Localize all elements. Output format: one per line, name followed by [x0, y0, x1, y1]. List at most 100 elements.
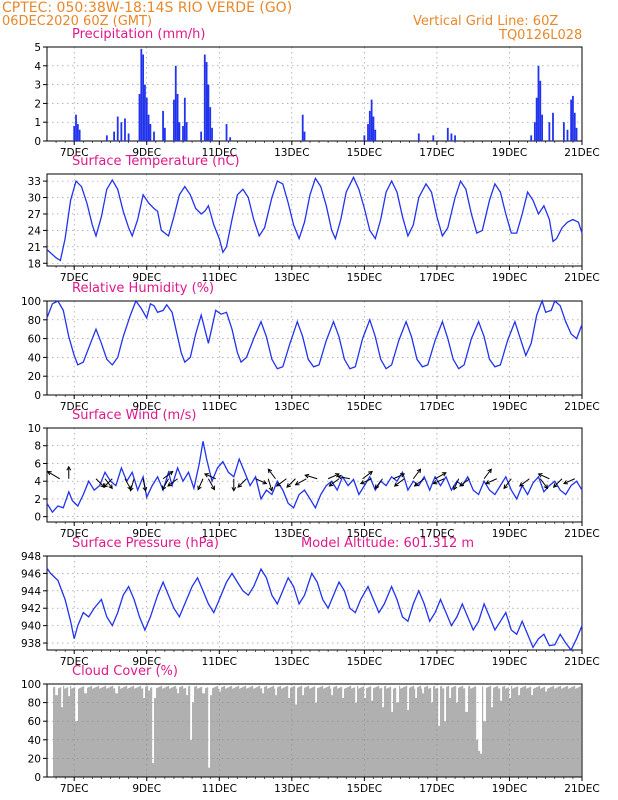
- wind-arrow: [103, 478, 113, 488]
- wind-arrow: [295, 478, 307, 486]
- y-tick-label: 0: [34, 136, 41, 148]
- y-tick-label: 0: [34, 772, 41, 784]
- precip-bar: [178, 122, 181, 141]
- cloud-cover-bar: [65, 688, 67, 777]
- cloud-cover-bar: [485, 721, 487, 777]
- cloud-cover-bar: [170, 688, 172, 777]
- cloud-cover-bar: [283, 687, 285, 777]
- cloud-cover-bar: [503, 686, 505, 777]
- cloud-cover-bar: [154, 697, 156, 777]
- cloud-cover-bar: [468, 686, 470, 777]
- cloud-cover-bar: [105, 685, 107, 777]
- cloud-cover-bar: [329, 685, 331, 777]
- cloud-cover-bar: [353, 687, 355, 777]
- cloud-cover-bar: [370, 686, 372, 777]
- cloud-cover-bar: [158, 687, 160, 777]
- cloud-cover-bar: [387, 688, 389, 777]
- cloud-cover-bar: [164, 687, 166, 777]
- cloud-cover-bar: [327, 686, 329, 777]
- precip-bar: [142, 54, 145, 141]
- cloud-cover-bar: [175, 685, 177, 777]
- cloud-cover-bar: [407, 710, 409, 777]
- cloud-cover-bar: [118, 686, 120, 777]
- cloud-cover-bar: [57, 695, 59, 777]
- precip-bar: [432, 135, 435, 141]
- cloud-cover-bar: [267, 688, 269, 777]
- cloud-cover-bar: [538, 686, 540, 777]
- cloud-cover-bar: [534, 688, 536, 777]
- precip-bar: [163, 127, 166, 141]
- y-tick-label: 27: [28, 209, 41, 221]
- cloud-cover-bar: [533, 688, 535, 777]
- cloud-cover-bar: [76, 721, 78, 777]
- precip-bar: [533, 122, 536, 141]
- cloud-cover-bar: [217, 685, 219, 777]
- cloud-cover-bar: [253, 688, 255, 777]
- cloud-cover-bar: [314, 686, 316, 777]
- cloud-cover-bar: [81, 687, 83, 777]
- cloud-cover-bar: [91, 685, 93, 777]
- cloud-cover-bar: [245, 685, 247, 777]
- cloud-cover-bar: [139, 686, 141, 777]
- cloud-cover-bar: [379, 688, 381, 777]
- cloud-cover-bar: [202, 693, 204, 777]
- wind-arrow: [237, 478, 247, 488]
- cloud-cover-bar: [86, 693, 88, 777]
- cloud-cover-bar: [400, 688, 402, 777]
- cloud-cover-bar: [523, 686, 525, 777]
- wind-arrow-head: [543, 484, 549, 490]
- precip-bar: [120, 122, 123, 141]
- cloud-cover-bar: [464, 688, 466, 777]
- precip-bar: [562, 122, 565, 141]
- cloud-cover-bar: [83, 686, 85, 777]
- cloud-cover-bar: [348, 686, 350, 777]
- precip-bar: [105, 135, 108, 141]
- cloud-cover-bar: [424, 687, 426, 777]
- cloud-cover-bar: [386, 688, 388, 777]
- cloud-cover-bar: [560, 685, 562, 777]
- cloud-cover-bar: [442, 688, 444, 777]
- cloud-cover-bar: [210, 695, 212, 777]
- x-tick-label: 9DEC: [132, 401, 161, 413]
- cloud-cover-bar: [89, 686, 91, 777]
- cloud-cover-bar: [530, 686, 532, 777]
- precip-bar: [450, 133, 453, 141]
- wind-arrow: [483, 468, 492, 480]
- y-tick-label: 40: [28, 735, 41, 747]
- x-tick-label: 21DEC: [564, 783, 599, 795]
- wind-arrow: [167, 478, 178, 487]
- wind-arrow-head: [459, 482, 464, 487]
- cloud-cover-bar: [552, 686, 554, 777]
- wind-arrow-head: [485, 480, 490, 485]
- cloud-cover-bar: [209, 767, 211, 777]
- cloud-cover-bar: [333, 687, 335, 777]
- cloud-cover-bar: [87, 687, 89, 777]
- wind-arrow: [539, 478, 548, 489]
- cloud-cover-bar: [317, 688, 319, 777]
- cloud-cover-bar: [232, 688, 234, 777]
- precip-bar: [209, 107, 212, 141]
- y-tick-label: 60: [28, 334, 41, 346]
- cloud-cover-bar: [554, 688, 556, 777]
- x-tick-label: 7DEC: [60, 528, 89, 540]
- cloud-cover-bar: [539, 685, 541, 777]
- wind-arrow-head: [262, 480, 268, 485]
- cloud-cover-bar: [77, 721, 79, 777]
- precip-bar: [303, 131, 306, 141]
- cloud-cover-bar: [393, 688, 395, 777]
- cloud-cover-bar: [524, 686, 526, 777]
- cloud-cover-bar: [257, 686, 259, 777]
- cloud-cover-bar: [541, 688, 543, 777]
- cloud-cover-bar: [549, 687, 551, 777]
- cloud-cover-bar: [101, 687, 103, 777]
- cloud-cover-bar: [471, 688, 473, 777]
- cloud-cover-bar: [126, 685, 128, 777]
- y-tick-label: 20: [28, 753, 41, 765]
- cloud-cover-bar: [303, 695, 305, 777]
- cloud-cover-bar: [553, 685, 555, 777]
- wind-arrow-head: [168, 470, 174, 476]
- cloud-cover-bar: [525, 685, 527, 777]
- wind-arrow: [393, 473, 405, 480]
- cloud-cover-bar: [233, 688, 235, 777]
